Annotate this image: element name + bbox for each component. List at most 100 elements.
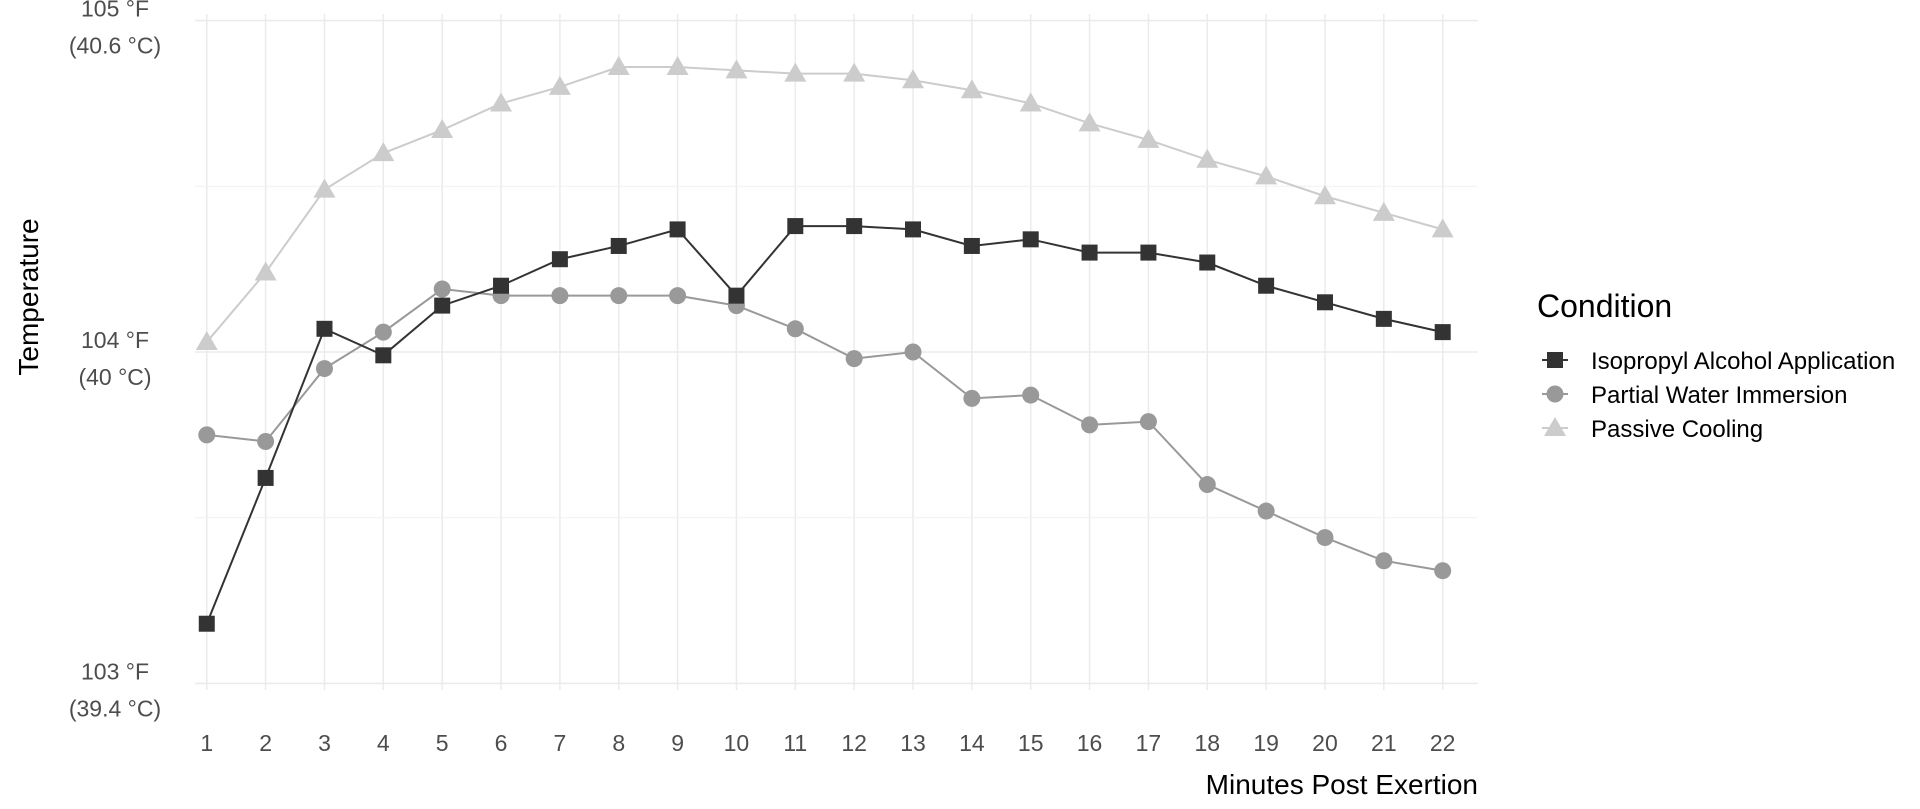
x-tick-label: 14 [959, 730, 985, 756]
x-tick-label: 8 [612, 730, 625, 756]
y-tick-label-celsius: (40.6 °C) [69, 33, 161, 59]
x-tick-label: 1 [200, 730, 213, 756]
y-tick-label: 105 °F [81, 0, 149, 22]
legend: Condition Isopropyl Alcohol Application P… [1537, 288, 1895, 443]
legend-label: Passive Cooling [1591, 416, 1763, 443]
data-point [1196, 148, 1219, 168]
data-point [257, 469, 274, 486]
data-point [960, 79, 983, 99]
series-passive-cooling [195, 56, 1454, 351]
data-point [669, 287, 687, 305]
data-point [963, 389, 981, 407]
data-point [1431, 218, 1454, 238]
data-point [490, 92, 513, 112]
data-point [784, 62, 807, 82]
legend-label: Partial Water Immersion [1591, 382, 1848, 409]
y-tick-label-celsius: (39.4 °C) [69, 695, 161, 721]
data-point [198, 615, 215, 632]
x-tick-label: 11 [783, 730, 807, 756]
y-tick-label: 104 °F [81, 327, 149, 353]
x-tick-label: 12 [841, 730, 867, 756]
x-tick-label: 7 [553, 730, 566, 756]
data-point [254, 261, 277, 281]
legend-key-triangle [1544, 417, 1566, 436]
data-point [610, 287, 628, 305]
data-series [195, 56, 1454, 632]
x-tick-label: 4 [377, 730, 390, 756]
data-point [846, 218, 863, 235]
series-isopropyl-alcohol-application [198, 218, 1451, 632]
x-tick-label: 13 [900, 730, 926, 756]
x-tick-label: 15 [1018, 730, 1044, 756]
data-point [1078, 112, 1101, 132]
data-point [902, 69, 925, 89]
data-point [375, 347, 392, 364]
x-axis-tick-labels: 1 2 3 4 5 6 7 8 9 10 11 12 13 14 15 16 17 18 19 20 21 22 [200, 730, 1455, 756]
x-tick-label: 16 [1077, 730, 1103, 756]
legend-items: Isopropyl Alcohol Application Partial Wat… [1542, 348, 1895, 443]
data-point [1375, 310, 1392, 327]
data-point [1081, 416, 1099, 434]
data-point [905, 221, 922, 238]
y-tick-label: 103 °F [81, 658, 149, 684]
x-tick-label: 21 [1371, 730, 1397, 756]
x-tick-label: 18 [1194, 730, 1220, 756]
data-point [1434, 324, 1451, 341]
data-point [1258, 277, 1275, 294]
y-axis-tick-labels: 105 °F (40.6 °C) 104 °F (40 °C) 103 °F (39.4 … [69, 0, 161, 721]
legend-item: Passive Cooling [1542, 416, 1763, 443]
data-point [433, 280, 451, 298]
data-point [1019, 92, 1042, 112]
y-tick-label-celsius: (40 °C) [78, 364, 151, 390]
data-point [548, 75, 571, 95]
data-point [1257, 502, 1275, 520]
data-point [434, 297, 451, 314]
data-point [315, 360, 333, 378]
data-point [725, 59, 748, 79]
x-tick-label: 22 [1430, 730, 1456, 756]
data-point [257, 432, 275, 450]
data-point [610, 237, 627, 254]
data-point [195, 331, 218, 351]
data-point [1140, 244, 1157, 261]
data-point [1198, 476, 1216, 494]
data-point [198, 426, 216, 444]
x-tick-label: 9 [671, 730, 684, 756]
legend-key-square [1547, 352, 1563, 368]
data-point [1313, 185, 1336, 205]
data-point [551, 287, 569, 305]
series-partial-water-immersion [198, 280, 1452, 580]
data-point [1137, 128, 1160, 148]
legend-item: Partial Water Immersion [1542, 382, 1848, 409]
data-point [493, 277, 510, 294]
series-line [205, 225, 1443, 625]
series-line [206, 288, 1443, 572]
x-axis-title: Minutes Post Exertion [1206, 769, 1478, 800]
data-point [551, 251, 568, 268]
data-point [1022, 386, 1040, 404]
data-point [963, 237, 980, 254]
data-point [1081, 244, 1098, 261]
data-point [1434, 562, 1452, 580]
data-point [1139, 413, 1157, 431]
data-point [728, 287, 745, 304]
data-point [1316, 294, 1333, 311]
data-point [374, 323, 392, 341]
data-point [1255, 165, 1278, 185]
data-point [313, 178, 336, 198]
data-point [372, 142, 395, 162]
data-point [1375, 552, 1393, 570]
x-tick-label: 20 [1312, 730, 1338, 756]
data-point [1372, 201, 1395, 221]
data-point [1022, 231, 1039, 248]
legend-key-circle [1546, 385, 1564, 403]
data-point [845, 350, 863, 368]
y-axis-title: Temperature [13, 218, 44, 375]
data-point [607, 56, 630, 76]
x-tick-label: 5 [436, 730, 449, 756]
data-point [904, 343, 922, 361]
data-point [786, 320, 804, 338]
data-point [666, 56, 689, 76]
data-point [431, 118, 454, 138]
